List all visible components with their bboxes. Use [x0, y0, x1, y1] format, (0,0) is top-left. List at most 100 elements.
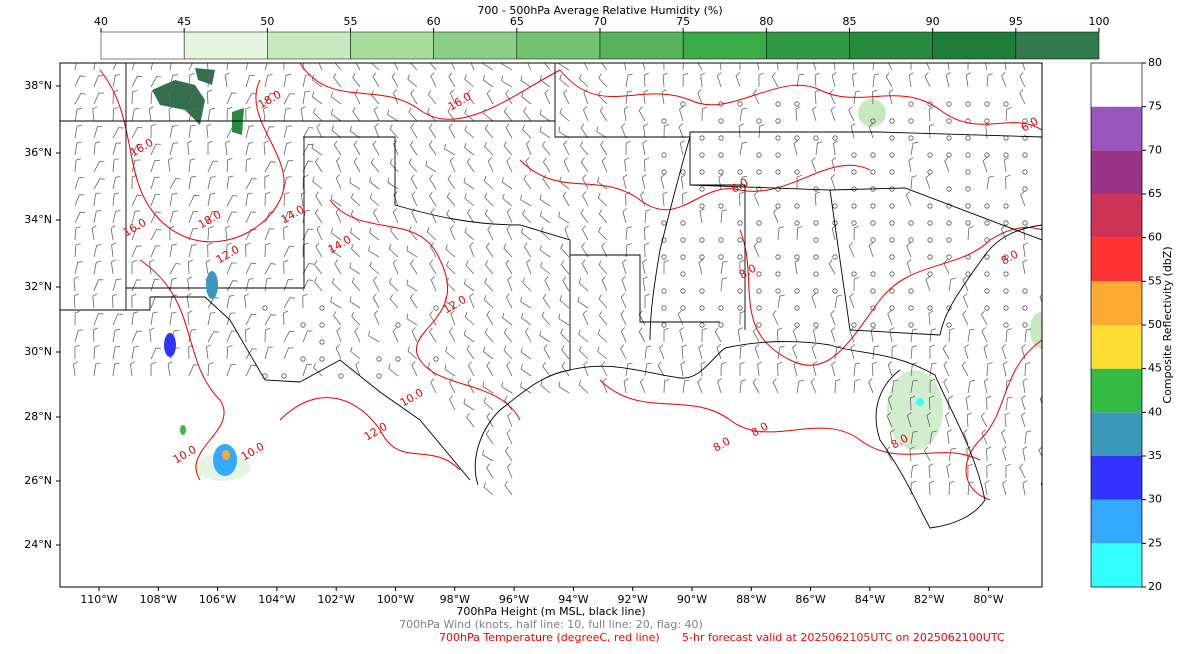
wind-barb [226, 195, 238, 207]
wind-barb [226, 211, 237, 224]
wind-barb [506, 157, 513, 173]
wind-barb [540, 261, 551, 275]
wind-barb [542, 141, 551, 156]
wind-barb [463, 278, 475, 292]
calm-marker [680, 169, 686, 175]
calm-marker [319, 339, 325, 345]
wind-barb [207, 192, 216, 207]
wind-barb [112, 278, 122, 292]
wind-barb [150, 278, 160, 292]
wind-barb [680, 174, 686, 190]
lat-label: 38°N [24, 79, 52, 92]
wind-barb [330, 108, 342, 122]
calm-marker [889, 152, 895, 158]
wind-barb [245, 242, 251, 258]
wind-barb [351, 277, 361, 292]
colorbar-segment [1091, 499, 1142, 544]
wind-barb [74, 63, 77, 71]
calm-marker [775, 203, 781, 209]
wind-barb [521, 91, 532, 105]
wind-barb [523, 106, 532, 122]
wind-barb [620, 293, 627, 309]
wind-barb [526, 140, 532, 156]
wind-barb [506, 463, 513, 479]
wind-barb [486, 310, 494, 326]
wind-barb [905, 191, 912, 207]
calm-marker [908, 118, 914, 124]
wind-barb [542, 361, 551, 377]
wind-barb [464, 74, 475, 88]
wind-barb [110, 259, 116, 275]
wind-barb [448, 123, 456, 139]
wind-barb [583, 361, 589, 377]
wind-barb [463, 398, 475, 411]
wind-barb [167, 361, 173, 377]
wind-barb [698, 259, 704, 275]
wind-barb [169, 210, 179, 224]
contour [739, 227, 1042, 366]
wind-barb [387, 109, 399, 122]
humidity-patch [195, 68, 215, 85]
colorbar-segment [267, 31, 351, 60]
wind-barb [313, 107, 323, 122]
wind-barb [850, 123, 856, 139]
wind-barb [502, 193, 513, 207]
wind-barb [621, 276, 627, 292]
wind-barb [887, 63, 893, 71]
wind-barb [283, 142, 292, 156]
wind-barb [169, 74, 178, 88]
wind-barb [302, 263, 314, 275]
wind-barb [964, 344, 969, 360]
calm-marker [395, 322, 401, 328]
wind-barb [350, 192, 361, 207]
wind-barb [311, 143, 323, 156]
calm-marker [965, 203, 971, 209]
wind-barb [543, 344, 551, 360]
wind-barb [906, 412, 912, 428]
colorbar-segment [1091, 412, 1142, 456]
echo [164, 333, 176, 357]
wind-barb [928, 106, 934, 122]
wind-barb [390, 226, 399, 241]
wind-barb [752, 378, 760, 394]
calm-marker [813, 288, 819, 294]
wind-barb [131, 279, 142, 292]
wind-barb [331, 277, 342, 292]
calm-marker [756, 118, 762, 124]
wind-barb [350, 227, 361, 241]
wind-barb [1022, 259, 1028, 275]
wind-barb [815, 141, 823, 156]
lon-label: 108°W [140, 593, 177, 606]
calm-marker [965, 169, 971, 175]
wind-barb [283, 297, 295, 309]
wind-barb [245, 93, 257, 105]
wind-barb [487, 225, 494, 241]
wind-barb [111, 242, 117, 258]
wind-barb [463, 330, 475, 343]
calm-marker [433, 305, 439, 311]
temperature-contours [99, 63, 1042, 501]
wind-barb [74, 177, 84, 190]
wind-barb [188, 92, 199, 105]
wind-barb [739, 345, 746, 360]
wind-barb [662, 191, 668, 207]
wind-barb [74, 261, 83, 275]
calm-marker [984, 203, 990, 209]
wind-barb [150, 228, 162, 241]
wind-barb [244, 293, 250, 309]
wind-barb [264, 263, 276, 275]
wind-barb [1022, 242, 1028, 258]
calm-marker [965, 152, 971, 158]
wind-barb [150, 75, 162, 88]
wind-barb [644, 209, 651, 224]
wind-barb [484, 124, 494, 139]
colorbar-tick-label: 35 [1148, 449, 1162, 462]
rh-colorbar: 40 45 50 55 60 65 70 75 80 85 90 95 100 [94, 15, 1110, 60]
wind-barb [283, 347, 294, 360]
wind-barb [482, 75, 494, 88]
calm-marker [927, 220, 933, 226]
wind-barb [986, 446, 992, 462]
wind-barb [131, 293, 137, 309]
calm-marker [699, 135, 705, 141]
